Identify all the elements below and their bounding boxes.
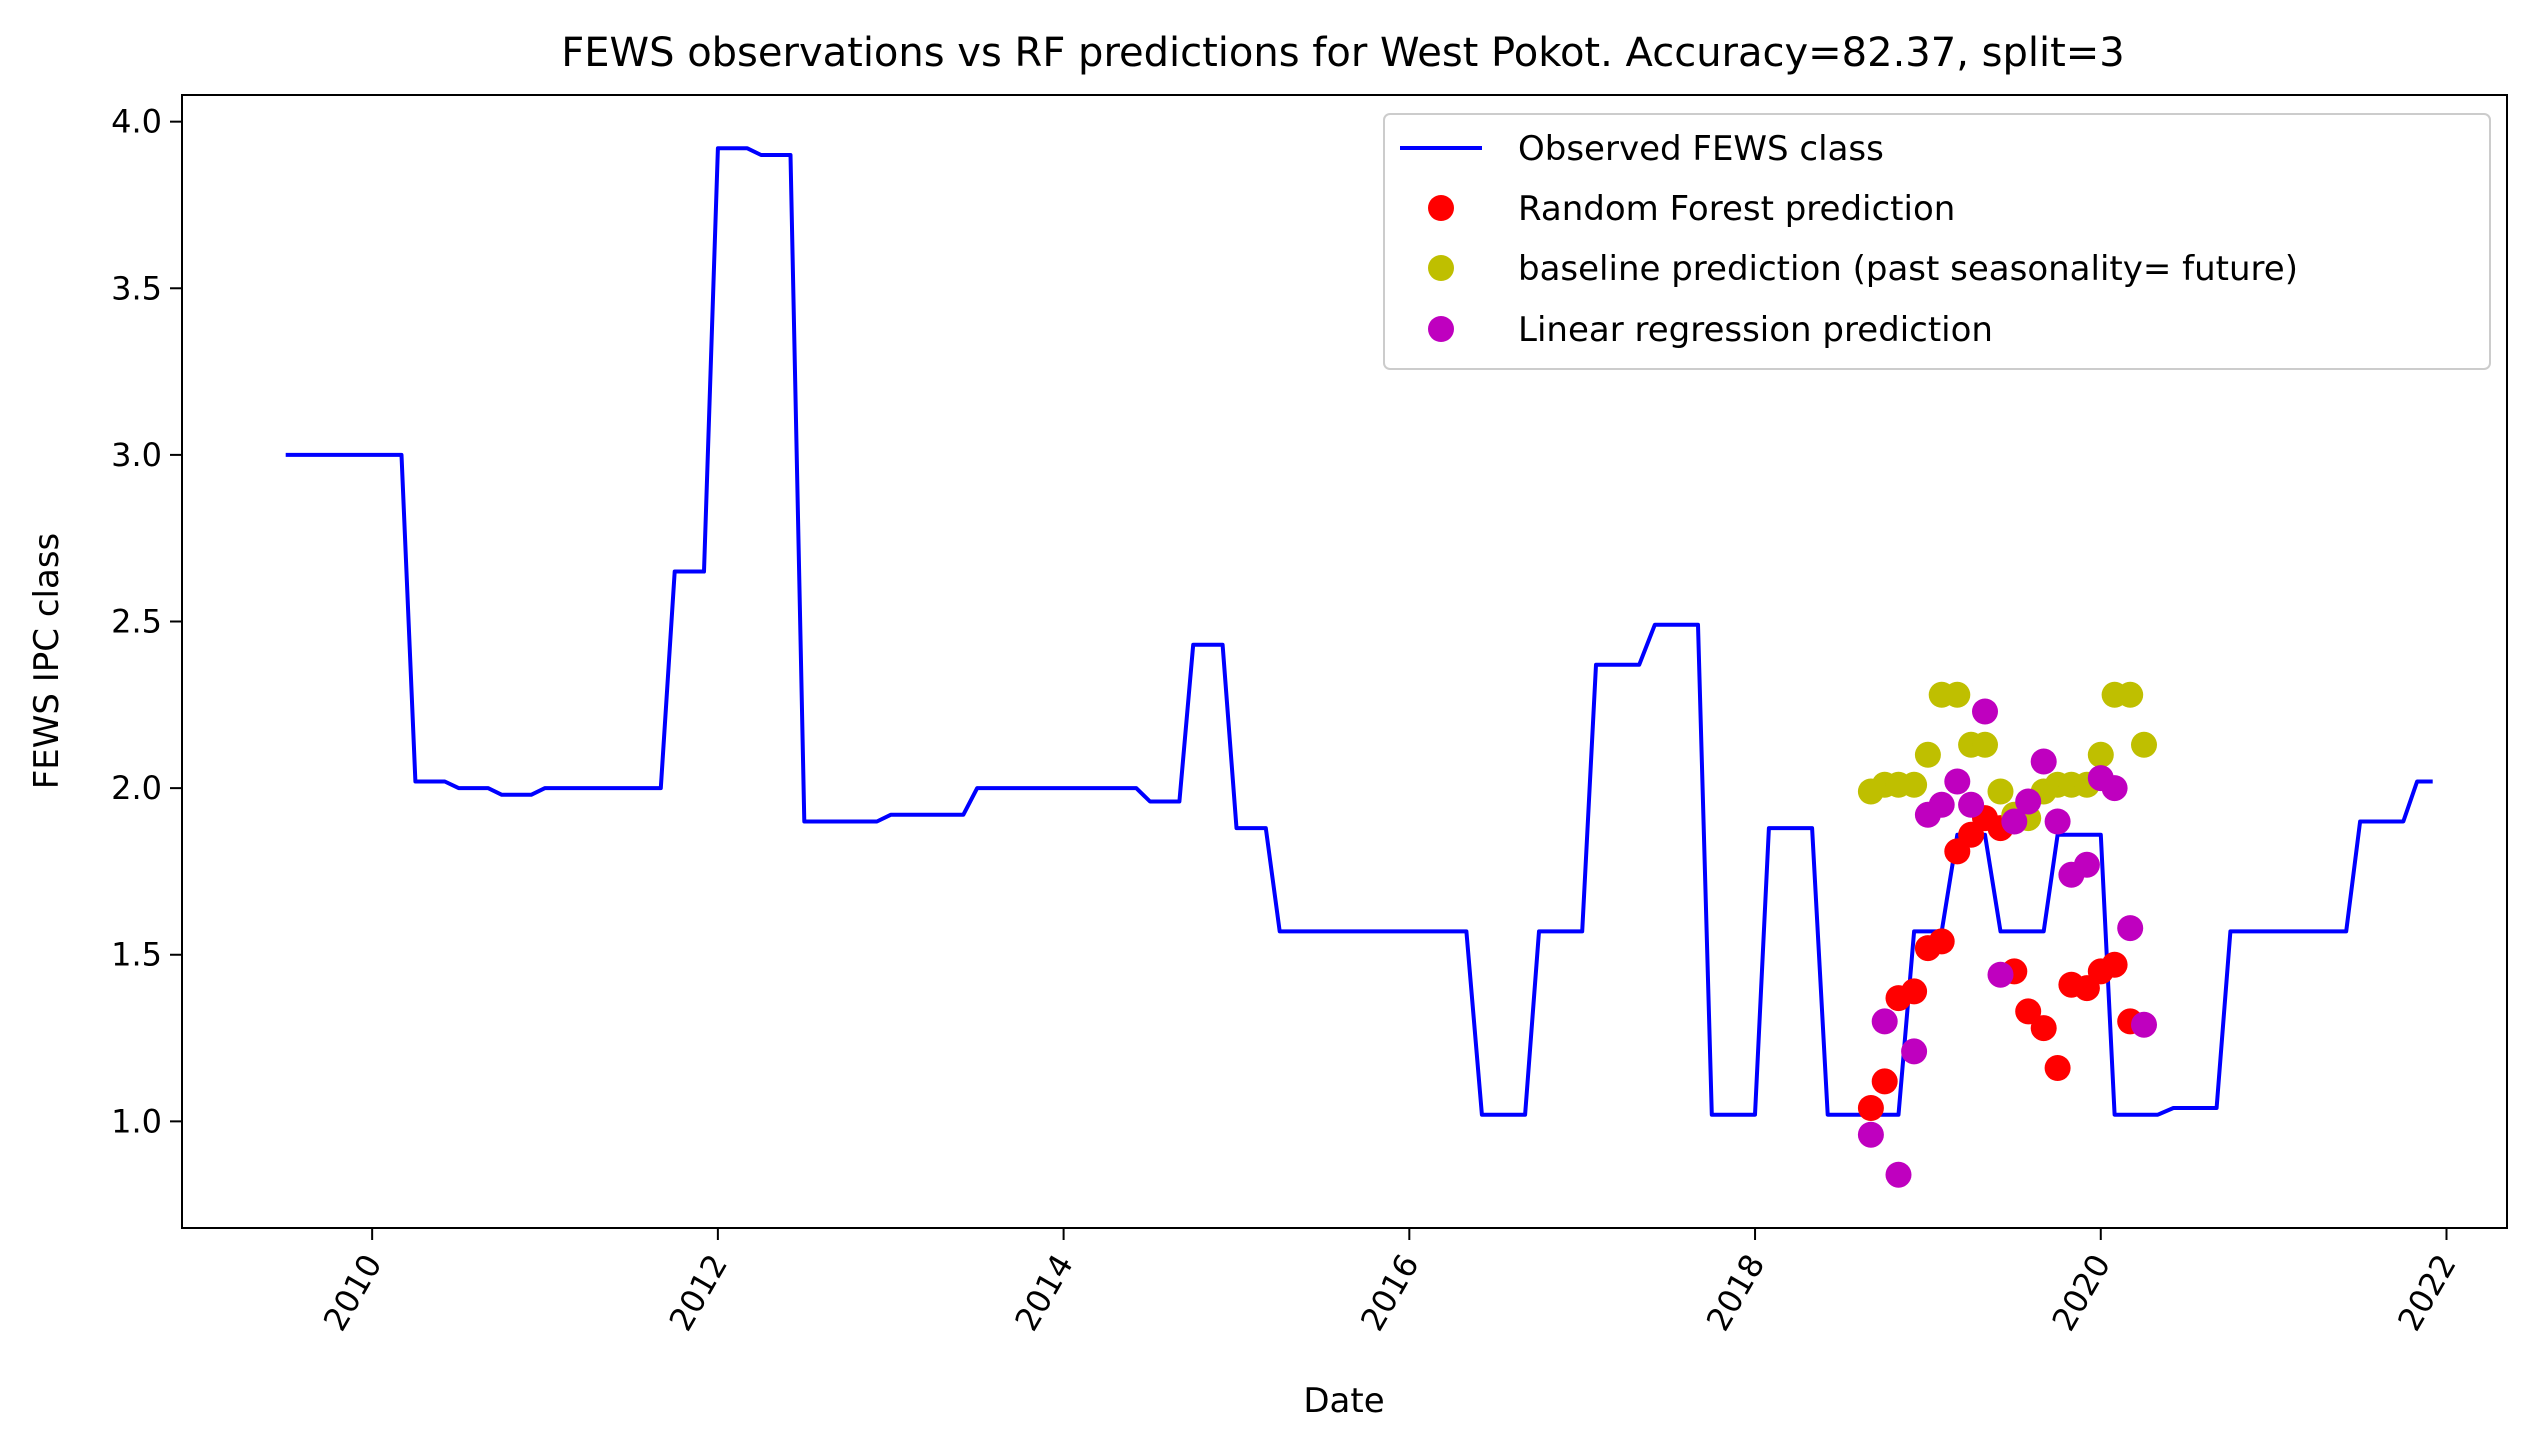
- y-tick-label-1.0: 1.0: [111, 1102, 162, 1140]
- point-series-3-18: [2117, 915, 2144, 942]
- point-series-1-1: [1871, 1068, 1898, 1095]
- point-series-1-11: [2015, 998, 2042, 1025]
- point-series-3-6: [1944, 768, 1971, 795]
- y-tick-label-1.5: 1.5: [111, 936, 162, 974]
- x-axis: 2010 2012 2014 2016 2018 2020 2022: [316, 1228, 2464, 1337]
- x-tick-label-2014: 2014: [1007, 1248, 1081, 1338]
- point-series-3-19: [2131, 1011, 2157, 1038]
- x-tick-label-2020: 2020: [2044, 1248, 2118, 1338]
- legend-baseline-label: baseline prediction (past seasonality= f…: [1518, 249, 2298, 289]
- x-tick-label-2022: 2022: [2390, 1248, 2464, 1338]
- y-axis-label: FEWS IPC class: [27, 533, 67, 790]
- point-series-3-11: [2015, 788, 2042, 815]
- point-series-1-0: [1857, 1095, 1884, 1121]
- plot-frame: [181, 94, 2508, 1229]
- point-series-2-3: [1901, 771, 1928, 798]
- point-series-2-4: [1914, 741, 1941, 768]
- point-series-2-19: [2131, 731, 2157, 758]
- point-series-3-5: [1928, 791, 1955, 818]
- y-axis: 1.0 1.5 2.0 2.5 3.0 3.5 4.0: [111, 103, 182, 1140]
- point-series-2-18: [2117, 681, 2144, 708]
- legend: Observed FEWS class Random Forest predic…: [1383, 113, 2491, 370]
- x-axis-label: Date: [1303, 1381, 1384, 1421]
- x-tick-label-2016: 2016: [1353, 1248, 1427, 1338]
- point-series-2-8: [1972, 731, 1998, 758]
- series-line-observed-fews-class: [285, 146, 2433, 1117]
- y-tick-label-3.5: 3.5: [111, 269, 162, 307]
- legend-baseline-swatch: [1428, 255, 1454, 281]
- y-tick-label-3.0: 3.0: [111, 436, 162, 474]
- y-tick-label-4.0: 4.0: [111, 103, 162, 141]
- point-series-2-6: [1944, 681, 1971, 708]
- legend-rf-label: Random Forest prediction: [1518, 189, 1955, 229]
- point-series-1-13: [2044, 1055, 2071, 1081]
- legend-observed-label: Observed FEWS class: [1518, 129, 1884, 169]
- x-tick-label-2018: 2018: [1699, 1248, 1773, 1338]
- point-series-2-16: [2087, 741, 2114, 768]
- point-series-3-1: [1871, 1008, 1898, 1035]
- point-series-3-2: [1885, 1161, 1912, 1188]
- chart-title: FEWS observations vs RF predictions for …: [561, 30, 2124, 76]
- point-series-1-17: [2101, 951, 2128, 978]
- point-series-3-3: [1901, 1038, 1928, 1065]
- point-series-3-9: [1987, 961, 2014, 988]
- point-series-3-0: [1857, 1121, 1884, 1148]
- point-series-3-7: [1958, 791, 1985, 818]
- legend-box: [1383, 113, 2491, 370]
- x-tick-label-2012: 2012: [662, 1248, 736, 1338]
- y-tick-label-2.5: 2.5: [111, 603, 162, 641]
- point-series-1-5: [1928, 928, 1955, 955]
- point-series-3-8: [1972, 698, 1998, 725]
- plot-area: [285, 146, 2433, 1188]
- x-tick-label-2010: 2010: [316, 1248, 390, 1338]
- legend-lr-label: Linear regression prediction: [1518, 310, 1993, 350]
- point-series-3-17: [2101, 775, 2128, 802]
- legend-lr-swatch: [1428, 316, 1454, 342]
- point-series-3-12: [2030, 748, 2057, 775]
- point-series-1-12: [2030, 1015, 2057, 1042]
- point-series-3-13: [2044, 808, 2071, 835]
- point-series-3-15: [2073, 851, 2100, 878]
- y-tick-label-2.0: 2.0: [111, 769, 162, 807]
- point-series-2-9: [1987, 778, 2014, 805]
- point-series-3-10: [2001, 808, 2028, 835]
- legend-rf-swatch: [1428, 195, 1454, 221]
- point-series-1-3: [1901, 978, 1928, 1005]
